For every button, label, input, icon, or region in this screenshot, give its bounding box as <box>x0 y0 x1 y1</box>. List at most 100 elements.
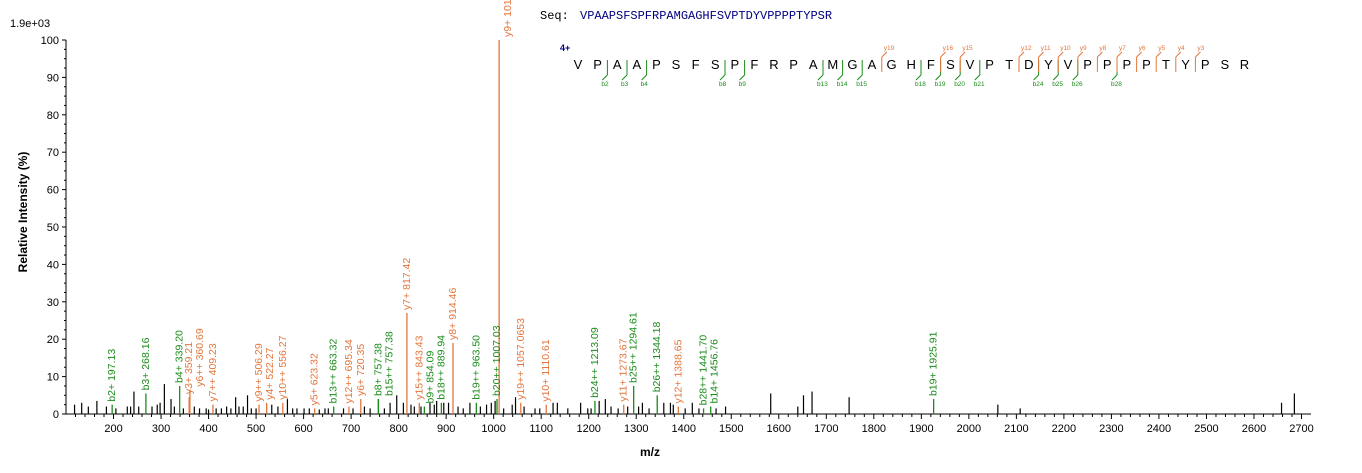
x-ticks: 200 300 400 500 600 700 800 900 1000 1100 1200 1300… <box>75 414 1314 435</box>
y-ion-label: y12++ 695.34 <box>343 339 355 403</box>
x-tick-label: 2300 <box>1099 423 1123 435</box>
residue: A <box>868 57 877 72</box>
y-ion-label: y9++ 506.29 <box>253 343 265 402</box>
residue: G <box>847 57 857 72</box>
residue: V <box>966 57 975 72</box>
y-ion-hook <box>881 51 888 58</box>
residue: M <box>827 57 838 72</box>
b-ion-label: b25++ 1294.61 <box>628 312 640 383</box>
x-tick-label: 2000 <box>957 423 981 435</box>
y-ion-label: y4+ 522.27 <box>264 347 276 399</box>
sequence-text: VPAAPSFSPFRPAMGAGHFSVPTDYVPPPPTYPSR <box>580 9 832 23</box>
y-ion-number: y9 <box>1080 45 1087 52</box>
x-tick-label: 1400 <box>672 423 696 435</box>
b-ion-label: b19+ 1925.91 <box>928 331 940 396</box>
residue: R <box>1240 57 1249 72</box>
b-ion-label: b3+ 268.16 <box>140 337 152 390</box>
b-ion-number: b14 <box>837 81 848 88</box>
y-ion-hook <box>1195 51 1201 58</box>
x-tick-label: 1800 <box>862 423 886 435</box>
y-ion-hook <box>1175 51 1182 58</box>
x-tick-label: 600 <box>294 423 312 435</box>
y-ion-number: y19 <box>884 45 895 52</box>
y-ion-number: y11 <box>1041 45 1051 52</box>
y-ion-label: y9+ 1011.5 <box>502 0 514 37</box>
y-ion-number: y5 <box>1158 45 1165 52</box>
residue: P <box>1103 57 1112 72</box>
y-ion-hook <box>959 51 966 58</box>
y-ion-hook <box>1116 51 1123 58</box>
residue: P <box>730 57 739 72</box>
y-ion-label: y19++ 1057.0653 <box>515 318 527 400</box>
y-tick-label: 10 <box>47 372 59 384</box>
residue: T <box>1005 57 1013 72</box>
b-ion-label: b14+ 1456.76 <box>709 339 721 404</box>
x-tick-label: 1600 <box>767 423 791 435</box>
y-ion-hook <box>1038 51 1044 58</box>
residue: S <box>946 57 955 72</box>
y-tick-label: 20 <box>47 334 59 346</box>
y-ion-number: y6 <box>1139 45 1146 52</box>
b-ion-hook <box>974 74 981 81</box>
residue: A <box>613 57 622 72</box>
y-tick-label: 90 <box>47 72 59 84</box>
x-tick-label: 2100 <box>1004 423 1028 435</box>
y-ion-label: y7++ 409.23 <box>207 343 219 402</box>
residue: P <box>652 57 661 72</box>
y-ion-hook <box>1057 51 1064 58</box>
residue: P <box>593 57 602 72</box>
y-tick-label: 80 <box>47 110 59 122</box>
fragment-map: V P A A P S F S P F R P A M G A G H F S V P T D Y V P P P P T Y P S Rb2 b3 b… <box>574 45 1249 88</box>
b-ion-hook <box>1052 74 1059 81</box>
x-tick-label: 1000 <box>481 423 505 435</box>
b-ion-hook <box>1072 74 1079 81</box>
x-tick-label: 700 <box>342 423 360 435</box>
b-ion-hook <box>602 74 608 81</box>
residue: G <box>887 57 897 72</box>
b-ion-hook <box>954 74 961 81</box>
x-tick-label: 900 <box>437 423 455 435</box>
y-ion-number: y7 <box>1119 45 1126 52</box>
residue: P <box>1142 57 1151 72</box>
residue: P <box>1201 57 1210 72</box>
b-ion-number: b28 <box>1111 81 1122 88</box>
b-ion-label: b18++ 889.94 <box>435 335 447 400</box>
x-tick-label: 2600 <box>1242 423 1266 435</box>
b-ion-hook <box>641 74 647 81</box>
y-tick-label: 100 <box>41 35 59 47</box>
b-ion-hook <box>915 74 922 81</box>
y-tick-label: 60 <box>47 185 59 197</box>
b-ion-number: b21 <box>974 81 985 88</box>
residue: P <box>789 57 798 72</box>
b-ion-number: b13 <box>817 81 828 88</box>
y-ion-hook <box>1155 51 1162 58</box>
x-tick-label: 1500 <box>719 423 743 435</box>
y-ion-label: y5+ 623.32 <box>309 353 321 405</box>
b-ion-number: b24 <box>1033 81 1044 88</box>
y-axis-title: Relative Intensity (%) <box>16 152 30 273</box>
b-ion-hook <box>1111 74 1118 81</box>
y-tick-label: 40 <box>47 259 59 271</box>
residue: H <box>907 57 916 72</box>
b-ion-label: b8+ 757.38 <box>372 343 384 396</box>
x-tick-label: 1100 <box>529 423 553 435</box>
b-ion-number: b19 <box>935 81 946 88</box>
y-ion-hook <box>1077 51 1084 58</box>
y-ion-number: y10 <box>1060 45 1071 52</box>
residue: D <box>1024 57 1033 72</box>
b-ion-label: b13++ 663.32 <box>328 339 340 404</box>
b-ion-hook <box>719 74 726 81</box>
b-ion-label: b19++ 963.50 <box>470 335 482 400</box>
y-ion-number: y12 <box>1021 45 1032 52</box>
residue: Y <box>1044 57 1053 72</box>
x-tick-label: 400 <box>199 423 217 435</box>
sequence-prefix: Seq: <box>540 9 569 23</box>
y-ion-hook <box>1136 51 1142 58</box>
b-ion-label: b9+ 854.09 <box>424 351 436 404</box>
y-ion-label: y12+ 1388.65 <box>672 339 684 403</box>
x-tick-label: 2200 <box>1052 423 1076 435</box>
y-ion-label: y11+ 1273.67 <box>618 338 630 401</box>
x-tick-label: 1300 <box>624 423 648 435</box>
